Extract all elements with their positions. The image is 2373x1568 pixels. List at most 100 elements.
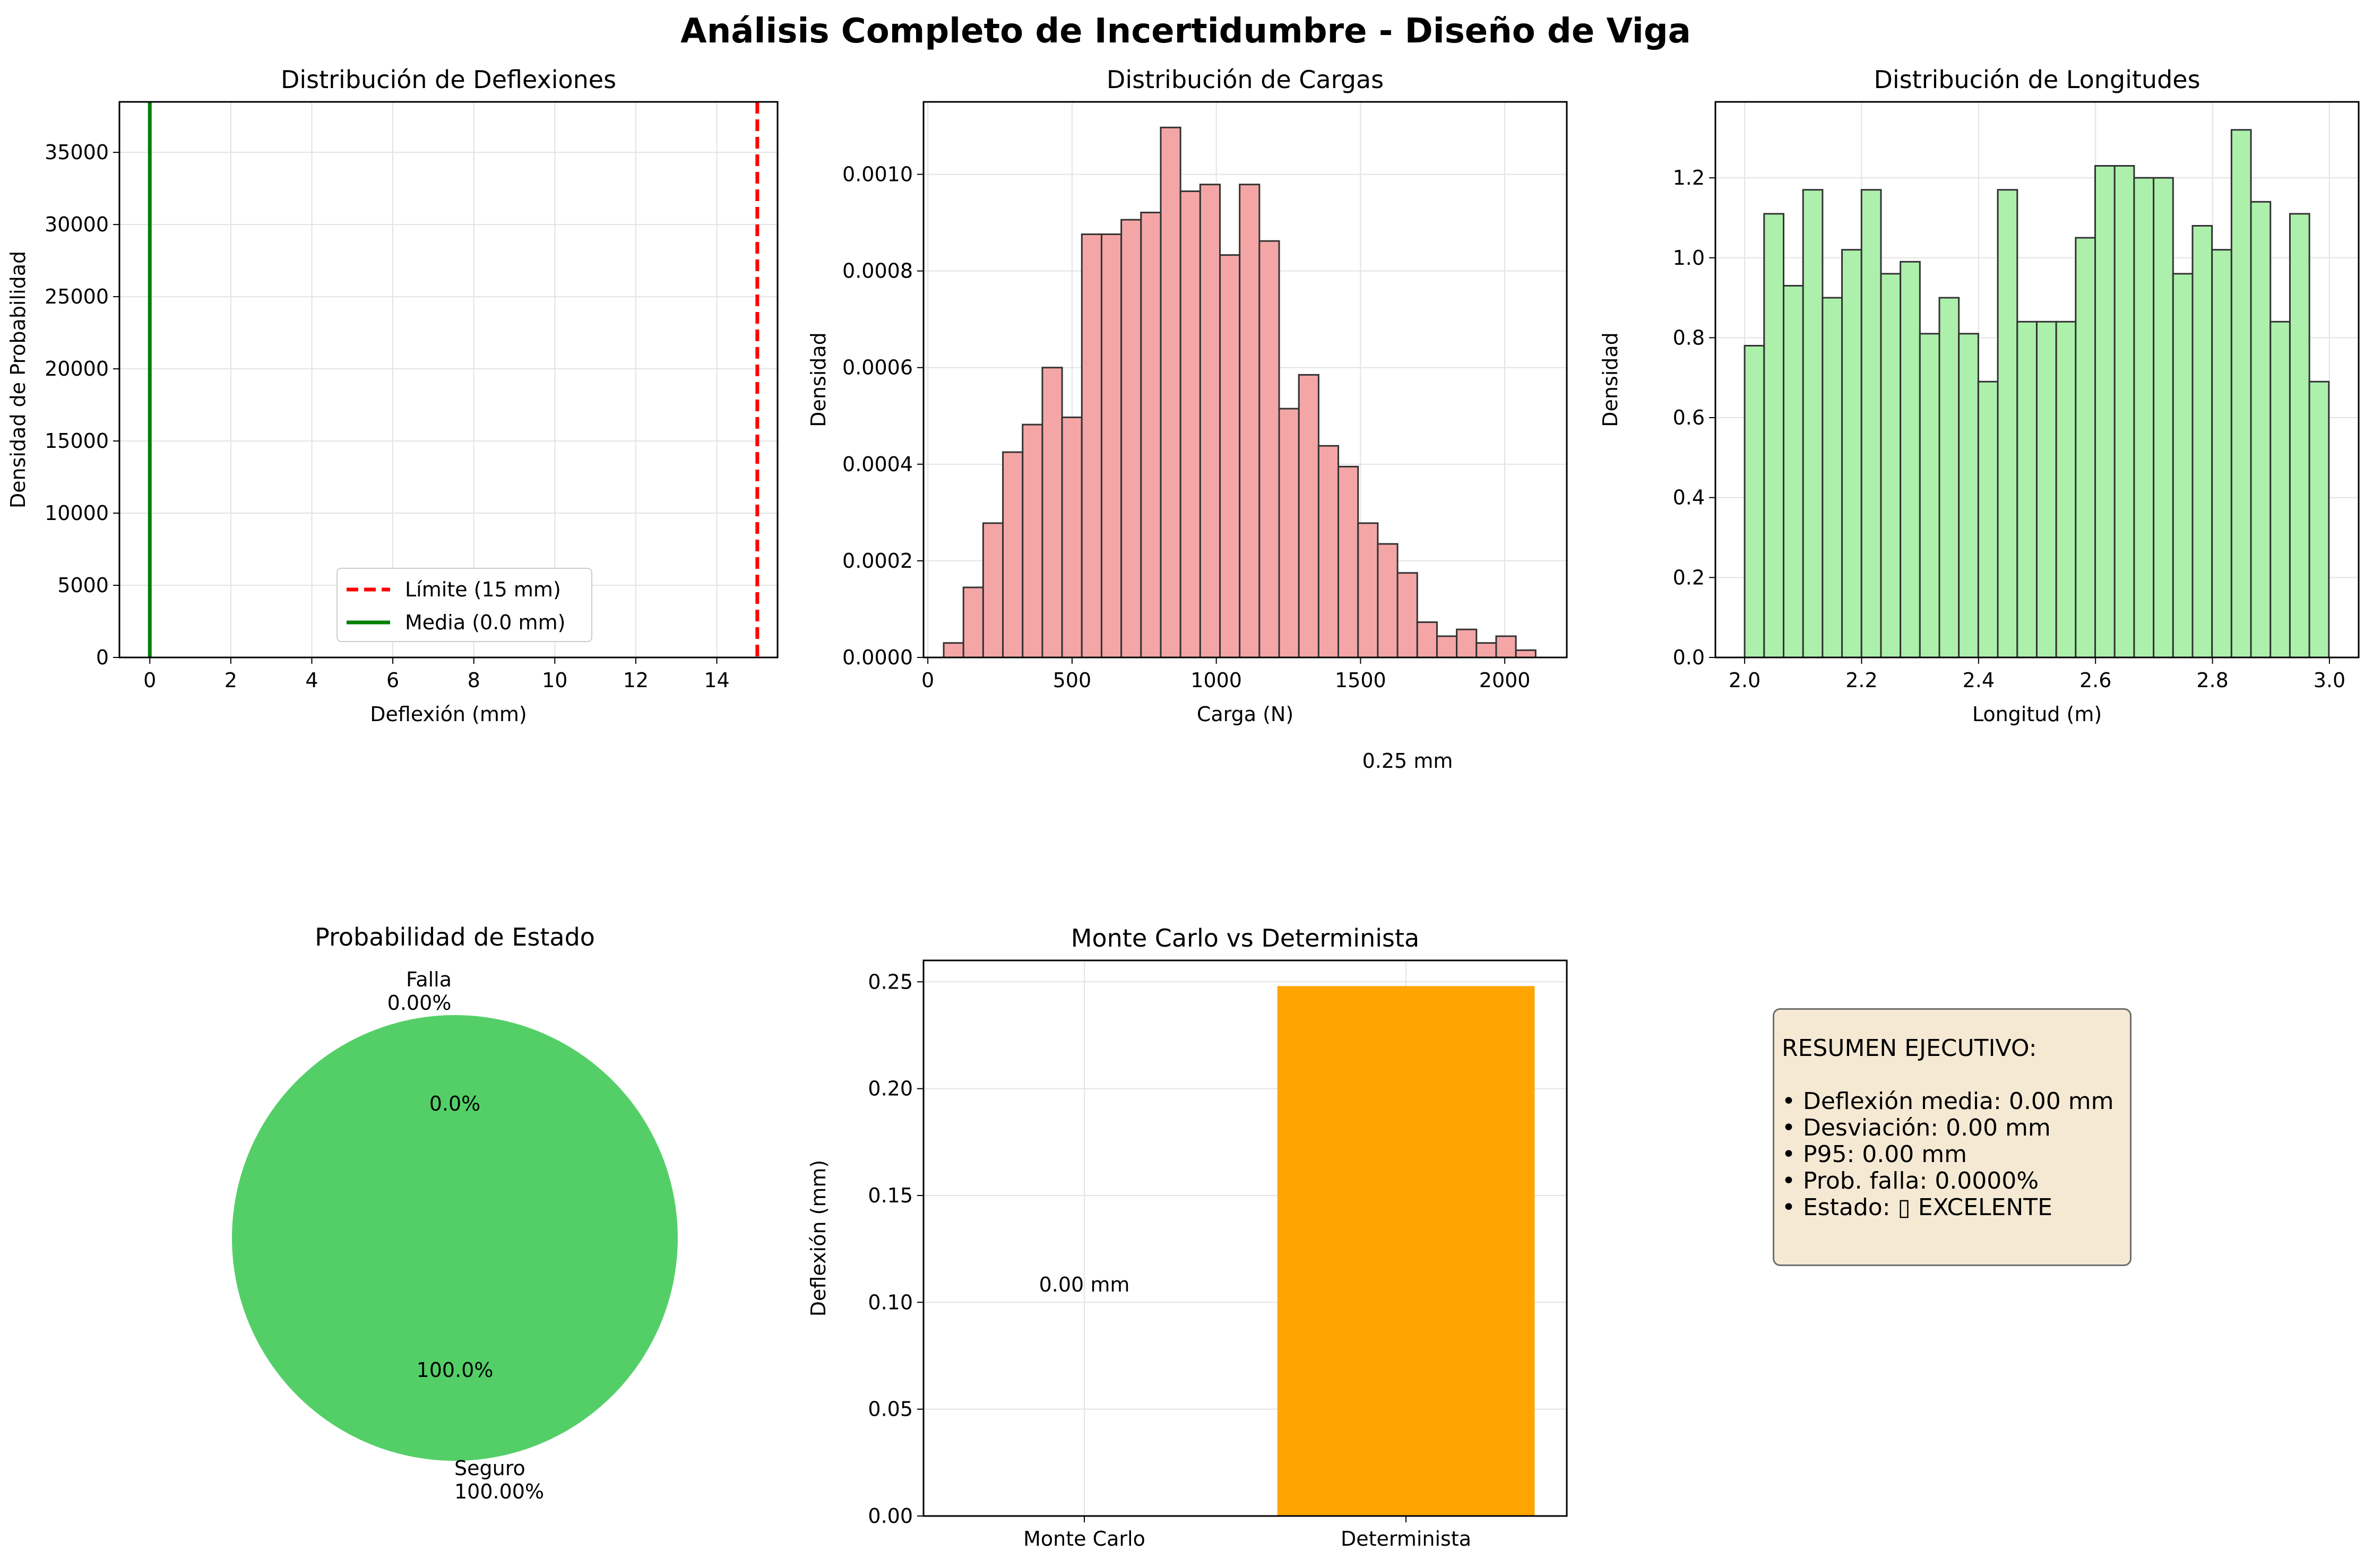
y-tick-label: 0.25 <box>868 970 913 993</box>
histogram-bar <box>1120 219 1142 659</box>
histogram-bar <box>1782 284 1804 659</box>
axes-comparacion: Monte Carlo Determinista 0.00 0.05 0.10 0.15 0… <box>807 924 1568 1550</box>
histogram-bar <box>982 522 1004 659</box>
histogram-bar <box>1258 240 1280 659</box>
x-axis-label: Longitud (m) <box>1972 703 2102 726</box>
pie-label-falla: Falla <box>406 968 452 991</box>
figure-suptitle: Análisis Completo de Incertidumbre - Dis… <box>680 12 1691 51</box>
y-tick-label: 0.15 <box>868 1184 913 1207</box>
histogram-bar <box>2094 165 2116 659</box>
y-tick-label: 15000 <box>45 429 109 453</box>
histogram-bar <box>1337 465 1359 659</box>
x-tick-label: 6 <box>386 669 399 692</box>
histogram-bar <box>1199 184 1221 659</box>
x-tick-label: 2.6 <box>2079 669 2111 692</box>
axes-title: Monte Carlo vs Determinista <box>1071 924 1419 952</box>
pie-label-seguro-pct: 100.00% <box>454 1480 544 1503</box>
histogram-bar <box>2172 273 2194 659</box>
x-axis-label: Carga (N) <box>1197 703 1293 726</box>
x-tick-label: 8 <box>468 669 480 692</box>
histogram-bar <box>1377 543 1399 659</box>
histogram-bar <box>962 586 984 659</box>
pie-label-falla-pct: 0.00% <box>387 991 452 1015</box>
histogram-bar <box>1416 621 1438 659</box>
axes-cargas: 0 500 1000 1500 2000 0.0000 0.0002 0.0004 0.0006… <box>807 65 1568 726</box>
histogram-bar <box>2211 249 2232 659</box>
histogram-bar <box>2250 201 2272 659</box>
axes-longitudes: 2.0 2.2 2.4 2.6 2.8 3.0 0.0 0.2 0.4 0.6 0.8 1.0 1.2 D… <box>1599 65 2360 726</box>
summary-item-p95: • P95: 0.00 mm <box>1782 1141 1967 1168</box>
histogram-bar <box>1763 213 1784 659</box>
x-tick-label: 3.0 <box>2314 669 2345 692</box>
y-tick-label: 0.10 <box>868 1290 913 1314</box>
histogram-bar <box>1860 189 1882 659</box>
x-tick-label: 12 <box>623 669 649 692</box>
x-axis-label: Deflexión (mm) <box>370 703 527 726</box>
y-tick-label: 0.2 <box>1673 566 1705 589</box>
y-tick-label: 30000 <box>45 213 109 236</box>
x-tick-label: 2000 <box>1479 669 1531 692</box>
x-tick-label: 2.0 <box>1729 669 1761 692</box>
legend-label: Límite (15 mm) <box>405 578 561 601</box>
histogram-bar <box>2308 380 2330 659</box>
y-tick-label: 0.00 <box>868 1504 913 1528</box>
summary-heading: RESUMEN EJECUTIVO: <box>1782 1035 2037 1062</box>
y-tick-label: 0.0000 <box>842 646 913 669</box>
y-axis-label: Deflexión (mm) <box>807 1160 830 1316</box>
histogram-bar <box>1958 333 1979 659</box>
histogram-bar <box>1938 297 1960 659</box>
histogram-bar <box>2016 320 2038 659</box>
x-tick-label: 14 <box>704 669 729 692</box>
summary-item-status: • Estado: ▯ EXCELENTE <box>1782 1194 2052 1221</box>
y-tick-label: 0.8 <box>1673 326 1705 349</box>
x-tick-label: 0 <box>143 669 156 692</box>
y-axis-label: Densidad <box>1599 332 1622 427</box>
histogram-bar <box>2270 320 2291 659</box>
histogram-bar <box>1396 572 1418 659</box>
histogram-bar <box>2035 320 2057 659</box>
histogram-bar <box>1841 249 1862 659</box>
histogram-bar <box>1081 233 1102 659</box>
y-tick-label: 0.05 <box>868 1398 913 1421</box>
histogram-bar <box>2113 165 2135 659</box>
pie-title: Probabilidad de Estado <box>315 923 595 951</box>
x-tick-label: 500 <box>1053 669 1092 692</box>
histogram-bar <box>1002 451 1024 659</box>
histogram-bar <box>2075 237 2096 659</box>
histogram-bar <box>1495 635 1517 659</box>
axes-title: Distribución de Cargas <box>1107 65 1384 94</box>
bars-cargas <box>943 126 1537 659</box>
legend-box <box>336 568 592 642</box>
histogram-bar <box>1219 254 1241 659</box>
y-tick-label: 5000 <box>57 574 109 597</box>
x-tick-label: 4 <box>305 669 318 692</box>
histogram-bar <box>943 642 964 659</box>
axes-title: Distribución de Deflexiones <box>281 65 616 94</box>
x-tick-label: 10 <box>542 669 567 692</box>
histogram-bar <box>1317 445 1340 659</box>
summary-item-std: • Desviación: 0.00 mm <box>1782 1114 2051 1141</box>
x-tick-label: Monte Carlo <box>1023 1527 1145 1550</box>
legend-label: Media (0.0 mm) <box>405 611 565 634</box>
y-tick-label: 20000 <box>45 357 109 380</box>
x-tick-label: 2.4 <box>1963 669 1995 692</box>
axes-frame <box>922 959 1568 1517</box>
histogram-bar <box>1900 261 1921 659</box>
histogram-bar <box>1475 642 1497 659</box>
histogram-bar <box>2289 213 2310 659</box>
pie-label-seguro: Seguro <box>454 1457 525 1480</box>
y-tick-label: 0.0004 <box>842 453 913 476</box>
histogram-bar <box>1880 273 1902 659</box>
summary-item-failure-prob: • Prob. falla: 0.0000% <box>1782 1167 2039 1194</box>
pie-pct-seguro: 100.0% <box>417 1358 494 1382</box>
x-tick-label: 1000 <box>1190 669 1242 692</box>
summary-box: RESUMEN EJECUTIVO: • Deflexión media: 0.… <box>1773 1008 2132 1266</box>
y-axis-label: Densidad <box>807 332 830 427</box>
bars-longitudes <box>1744 129 2330 659</box>
x-tick-label: 1500 <box>1335 669 1386 692</box>
histogram-bar <box>1822 297 1843 659</box>
y-tick-label: 0.0006 <box>842 356 913 379</box>
histogram-bar <box>2133 177 2155 659</box>
histogram-bar <box>1456 628 1478 659</box>
